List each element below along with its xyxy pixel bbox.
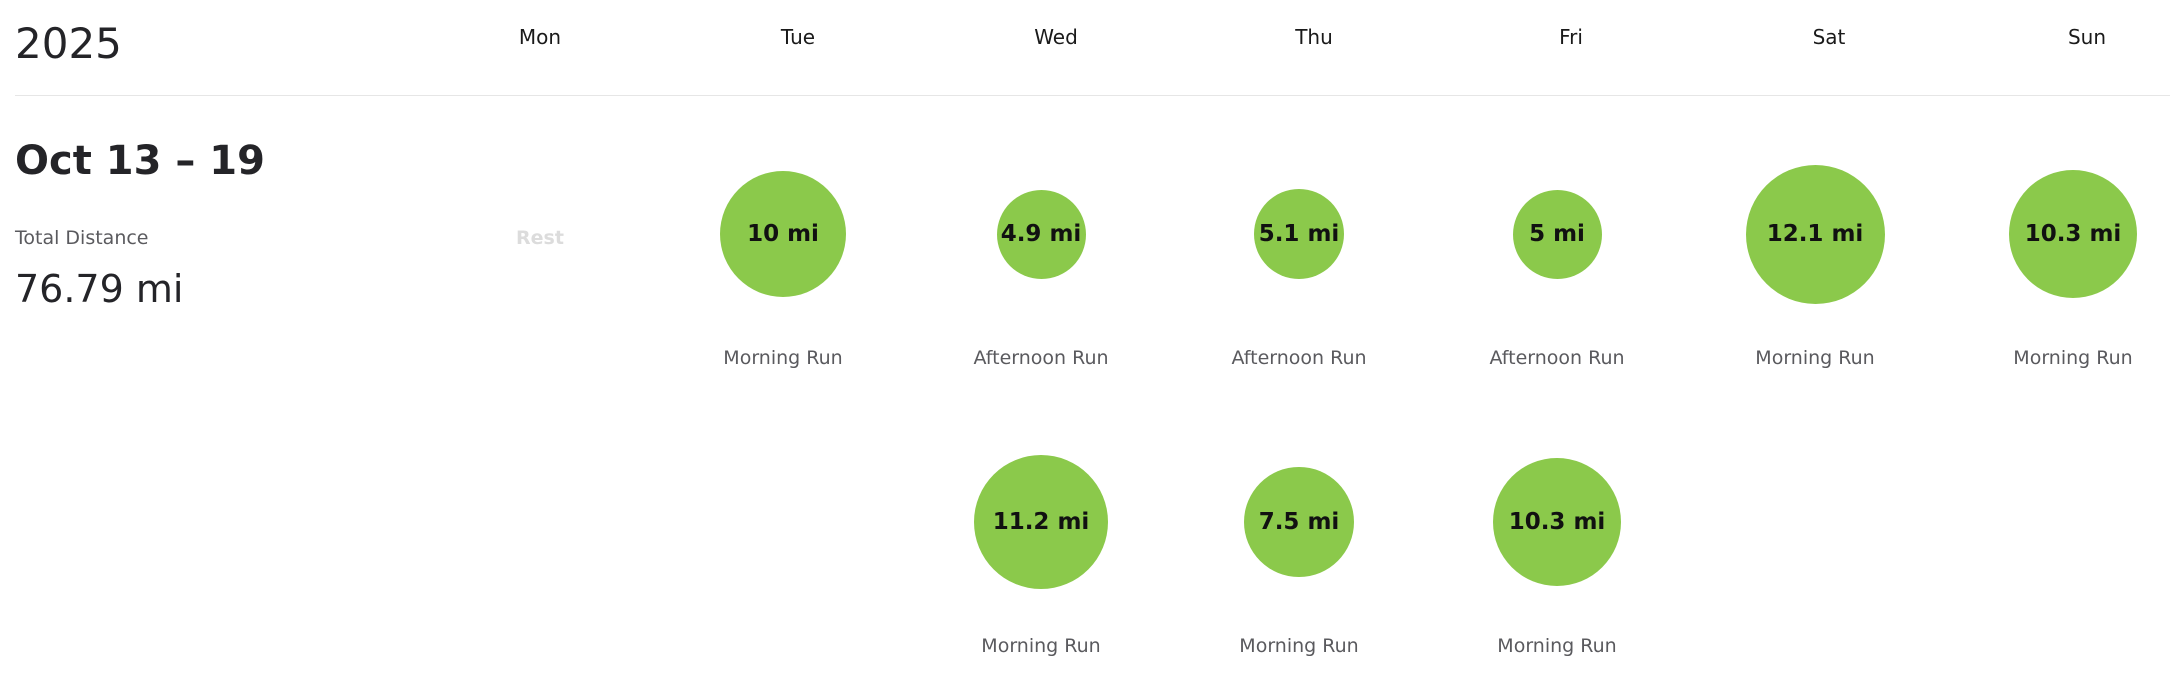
rest-day-label: Rest <box>516 227 564 249</box>
activity-name: Afternoon Run <box>1231 347 1367 369</box>
distance-label: 10.3 mi <box>2024 221 2122 247</box>
day-header-tue: Tue <box>780 25 816 49</box>
total-distance-value: 76.79 mi <box>15 267 184 311</box>
distance-bubble[interactable]: 12.1 mi <box>1745 164 1885 304</box>
activity-name: Morning Run <box>2013 347 2133 369</box>
activity-fri-2[interactable]: 10.3 mi Morning Run <box>1457 442 1657 662</box>
day-header-wed: Wed <box>1034 25 1078 49</box>
activity-name: Afternoon Run <box>973 347 1109 369</box>
distance-bubble[interactable]: 11.2 mi <box>974 455 1108 589</box>
activity-tue-1[interactable]: 10 mi Morning Run <box>683 154 883 374</box>
activity-name: Afternoon Run <box>1489 347 1625 369</box>
activity-wed-2[interactable]: 11.2 mi Morning Run <box>941 442 1141 662</box>
week-range-title: Oct 13 – 19 <box>15 138 265 184</box>
distance-bubble[interactable]: 5.1 mi <box>1254 189 1344 279</box>
distance-label: 10.3 mi <box>1508 509 1606 535</box>
distance-bubble[interactable]: 10.3 mi <box>2009 170 2137 298</box>
activity-sat-1[interactable]: 12.1 mi Morning Run <box>1715 154 1915 374</box>
distance-bubble[interactable]: 5 mi <box>1512 189 1602 279</box>
distance-label: 4.9 mi <box>1000 221 1082 247</box>
distance-label: 11.2 mi <box>992 509 1090 535</box>
distance-label: 7.5 mi <box>1258 509 1340 535</box>
activity-thu-2[interactable]: 7.5 mi Morning Run <box>1199 442 1399 662</box>
distance-bubble[interactable]: 10.3 mi <box>1493 458 1621 586</box>
distance-label: 5.1 mi <box>1258 221 1340 247</box>
day-header-sat: Sat <box>1812 25 1846 49</box>
distance-bubble[interactable]: 7.5 mi <box>1244 467 1354 577</box>
activity-name: Morning Run <box>1497 635 1617 657</box>
distance-label: 10 mi <box>747 221 819 247</box>
year-title: 2025 <box>15 19 122 68</box>
activity-fri-1[interactable]: 5 mi Afternoon Run <box>1457 154 1657 374</box>
day-header-sun: Sun <box>2067 25 2107 49</box>
day-header-fri: Fri <box>1559 25 1583 49</box>
activity-thu-1[interactable]: 5.1 mi Afternoon Run <box>1199 154 1399 374</box>
distance-bubble[interactable]: 10 mi <box>720 171 846 297</box>
distance-bubble[interactable]: 4.9 mi <box>996 189 1086 279</box>
activity-name: Morning Run <box>723 347 843 369</box>
distance-label: 12.1 mi <box>1766 221 1864 247</box>
total-distance-label: Total Distance <box>15 227 149 249</box>
day-header-thu: Thu <box>1295 25 1333 49</box>
day-header-mon: Mon <box>518 25 562 49</box>
activity-name: Morning Run <box>1239 635 1359 657</box>
activity-wed-1[interactable]: 4.9 mi Afternoon Run <box>941 154 1141 374</box>
distance-label: 5 mi <box>1529 221 1585 247</box>
activity-sun-1[interactable]: 10.3 mi Morning Run <box>1973 154 2170 374</box>
activity-name: Morning Run <box>1755 347 1875 369</box>
header-divider <box>15 95 2170 96</box>
activity-name: Morning Run <box>981 635 1101 657</box>
